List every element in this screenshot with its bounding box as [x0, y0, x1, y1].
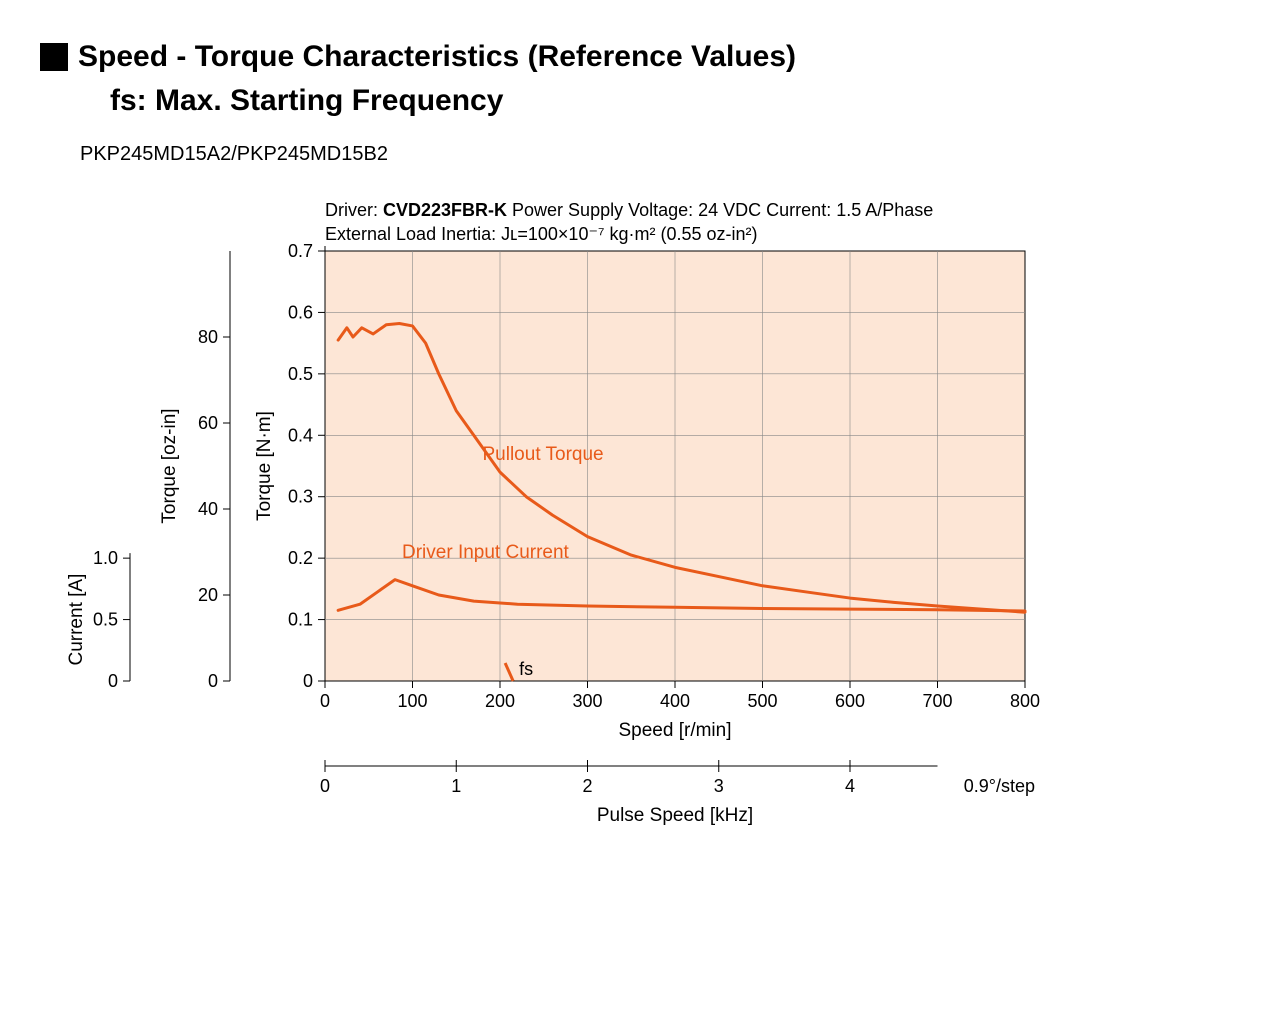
svg-text:Driver: CVD223FBR-K Power Sup: Driver: CVD223FBR-K Power Supply Voltage…	[325, 200, 933, 220]
svg-text:3: 3	[714, 776, 724, 796]
svg-text:2: 2	[582, 776, 592, 796]
svg-text:0: 0	[108, 671, 118, 691]
svg-text:Speed [r/min]: Speed [r/min]	[619, 720, 732, 741]
svg-text:0.3: 0.3	[288, 487, 313, 507]
svg-text:Torque [N·m]: Torque [N·m]	[254, 411, 275, 521]
svg-text:800: 800	[1010, 691, 1040, 711]
title-bullet	[40, 43, 68, 71]
svg-text:External Load Inertia: Jʟ=100×: External Load Inertia: Jʟ=100×10⁻⁷ kg·m²…	[325, 224, 758, 244]
svg-text:0: 0	[303, 671, 313, 691]
svg-text:0: 0	[320, 691, 330, 711]
svg-text:60: 60	[198, 413, 218, 433]
svg-text:80: 80	[198, 327, 218, 347]
speed-torque-chart: Driver: CVD223FBR-K Power Supply Voltage…	[40, 196, 1240, 916]
svg-text:700: 700	[922, 691, 952, 711]
svg-text:40: 40	[198, 499, 218, 519]
svg-text:Pulse Speed [kHz]: Pulse Speed [kHz]	[597, 805, 753, 826]
svg-text:Current [A]: Current [A]	[66, 574, 87, 666]
svg-text:fs: fs	[519, 659, 533, 679]
svg-text:0.9°/step: 0.9°/step	[964, 776, 1035, 796]
svg-text:0: 0	[208, 671, 218, 691]
svg-text:0.5: 0.5	[288, 364, 313, 384]
subtitle: fs: Max. Starting Frequency	[110, 84, 1240, 118]
svg-text:200: 200	[485, 691, 515, 711]
svg-text:1.0: 1.0	[93, 548, 118, 568]
svg-text:Driver Input Current: Driver Input Current	[402, 542, 570, 563]
svg-text:300: 300	[572, 691, 602, 711]
svg-text:0.6: 0.6	[288, 302, 313, 322]
svg-text:4: 4	[845, 776, 855, 796]
svg-text:Torque [oz-in]: Torque [oz-in]	[159, 408, 180, 523]
svg-text:0.7: 0.7	[288, 241, 313, 261]
model-number: PKP245MD15A2/PKP245MD15B2	[80, 143, 1240, 166]
svg-text:20: 20	[198, 585, 218, 605]
main-title: Speed - Torque Characteristics (Referenc…	[78, 40, 796, 74]
svg-text:0.1: 0.1	[288, 610, 313, 630]
svg-text:0.4: 0.4	[288, 425, 313, 445]
svg-text:0: 0	[320, 776, 330, 796]
svg-text:600: 600	[835, 691, 865, 711]
svg-text:0.5: 0.5	[93, 610, 118, 630]
svg-text:0.2: 0.2	[288, 548, 313, 568]
svg-text:500: 500	[747, 691, 777, 711]
svg-text:Pullout Torque: Pullout Torque	[483, 444, 604, 465]
svg-text:1: 1	[451, 776, 461, 796]
svg-text:100: 100	[397, 691, 427, 711]
chart-container: Driver: CVD223FBR-K Power Supply Voltage…	[40, 196, 1240, 916]
svg-text:400: 400	[660, 691, 690, 711]
